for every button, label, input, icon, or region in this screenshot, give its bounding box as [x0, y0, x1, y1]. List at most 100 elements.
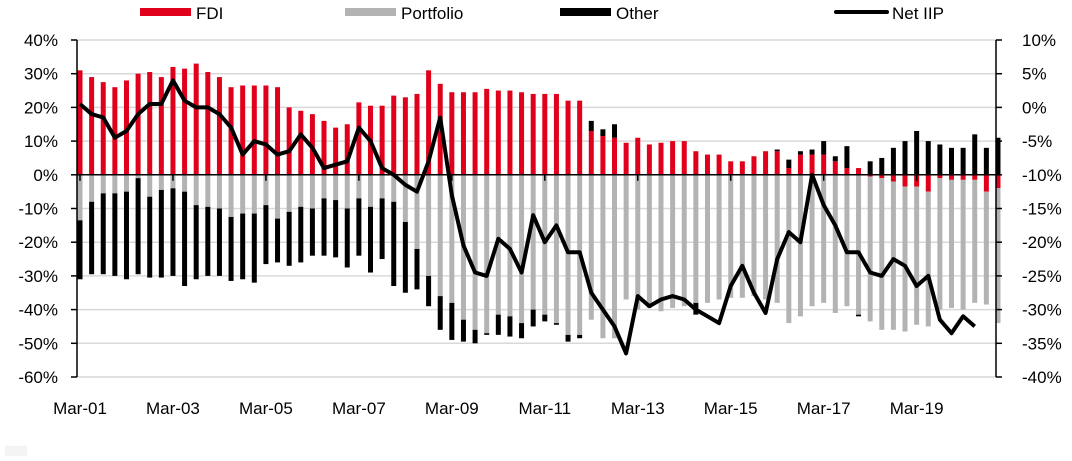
- bar-other: [577, 334, 583, 339]
- bar-other: [205, 206, 211, 276]
- bar-portfolio: [704, 174, 710, 303]
- bar-portfolio: [693, 174, 699, 303]
- bar-portfolio: [949, 179, 954, 308]
- bar-portfolio: [321, 174, 327, 199]
- bar-portfolio: [170, 174, 176, 189]
- y-tick-label: 40%: [24, 31, 58, 50]
- bar-portfolio: [507, 174, 513, 317]
- bar-other: [519, 323, 525, 339]
- bar-fdi: [519, 92, 525, 175]
- y-tick-label: -50%: [18, 334, 58, 353]
- bar-fdi: [484, 88, 490, 175]
- bar-portfolio: [658, 174, 664, 312]
- x-tick-label: Mar-07: [332, 399, 386, 418]
- bar-portfolio: [925, 191, 931, 327]
- y2-tick-label: -20%: [1022, 233, 1062, 252]
- bar-portfolio: [751, 174, 757, 297]
- legend-swatch-other: [560, 8, 611, 16]
- bar-fdi: [693, 151, 699, 175]
- bar-portfolio: [600, 174, 606, 339]
- bar-portfolio: [205, 174, 211, 207]
- bar-other: [553, 323, 559, 325]
- bar-portfolio: [437, 174, 443, 297]
- y-tick-label: 10%: [24, 132, 58, 151]
- bar-portfolio: [856, 174, 862, 315]
- y-tick-label: -10%: [18, 200, 58, 219]
- bar-portfolio: [391, 174, 397, 202]
- y2-tick-label: -15%: [1022, 200, 1062, 219]
- bar-fdi: [937, 174, 943, 179]
- bar-fdi: [844, 168, 850, 175]
- y-axis-right-ticks: 10% 5% 0% -5% -10% -15% -20% -25% -30% -35% -40%: [996, 31, 1062, 387]
- legend-label-other: Other: [616, 4, 659, 23]
- bar-fdi: [751, 156, 757, 175]
- bar-fdi: [797, 154, 803, 175]
- bar-other: [135, 178, 141, 275]
- bar-fdi: [809, 154, 815, 175]
- bar-other: [112, 193, 118, 276]
- bar-portfolio: [763, 174, 769, 300]
- bar-fdi: [495, 90, 501, 175]
- bar-fdi: [704, 154, 710, 175]
- bar-fdi: [77, 70, 83, 175]
- x-tick-label: Mar-01: [53, 399, 107, 418]
- bar-fdi: [240, 85, 246, 175]
- bar-other: [391, 201, 397, 287]
- bar-other: [809, 149, 815, 155]
- bar-portfolio: [112, 174, 118, 194]
- bar-other: [414, 248, 420, 290]
- bar-fdi: [600, 136, 606, 175]
- legend-swatch-portfolio: [345, 8, 396, 16]
- bar-other: [844, 146, 850, 169]
- y2-tick-label: 5%: [1022, 65, 1047, 84]
- bar-fdi: [460, 92, 466, 175]
- y-tick-label: 30%: [24, 65, 58, 84]
- bar-fdi: [379, 105, 385, 175]
- y2-tick-label: -5%: [1022, 132, 1052, 151]
- bar-fdi: [612, 137, 618, 175]
- bar-other: [797, 151, 803, 155]
- bar-portfolio: [379, 174, 385, 199]
- bar-fdi: [890, 174, 896, 182]
- y2-tick-label: 10%: [1022, 31, 1056, 50]
- bar-fdi: [89, 77, 95, 175]
- bar-fdi: [251, 85, 257, 175]
- bar-portfolio: [135, 174, 141, 179]
- bar-other: [228, 216, 234, 281]
- bar-other: [309, 208, 315, 256]
- bar-fdi: [135, 73, 141, 175]
- bar-portfolio: [867, 176, 873, 322]
- bar-portfolio: [623, 174, 629, 300]
- bar-portfolio: [914, 186, 920, 325]
- bar-other: [216, 208, 222, 276]
- bar-other: [495, 314, 501, 335]
- bar-fdi: [646, 144, 652, 175]
- y-tick-label: -30%: [18, 267, 58, 286]
- bar-other: [147, 196, 153, 278]
- bar-portfolio: [344, 174, 350, 209]
- bar-fdi: [716, 154, 722, 175]
- bar-fdi: [112, 87, 118, 175]
- bar-fdi: [182, 68, 188, 175]
- bar-portfolio: [216, 174, 222, 209]
- bar-other: [298, 206, 304, 263]
- bar-fdi: [949, 174, 954, 180]
- bar-other: [902, 141, 908, 175]
- bar-portfolio: [635, 174, 641, 310]
- bar-fdi: [542, 93, 548, 175]
- bar-other: [507, 316, 513, 337]
- bar-portfolio: [995, 188, 1001, 324]
- bar-other: [240, 213, 246, 280]
- x-tick-label: Mar-19: [890, 399, 944, 418]
- bar-portfolio: [193, 174, 199, 206]
- x-tick-label: Mar-13: [611, 399, 665, 418]
- bar-other: [890, 147, 896, 175]
- bar-portfolio: [786, 174, 792, 324]
- y-axis-left-ticks: 40% 30% 20% 10% 0% -10% -20% -30% -40% -50% -60%: [18, 31, 77, 387]
- bar-other: [774, 149, 780, 152]
- bar-fdi: [983, 174, 989, 192]
- bar-portfolio: [716, 174, 722, 300]
- bar-portfolio: [739, 174, 745, 298]
- bar-fdi: [925, 174, 931, 192]
- bar-portfolio: [588, 174, 594, 320]
